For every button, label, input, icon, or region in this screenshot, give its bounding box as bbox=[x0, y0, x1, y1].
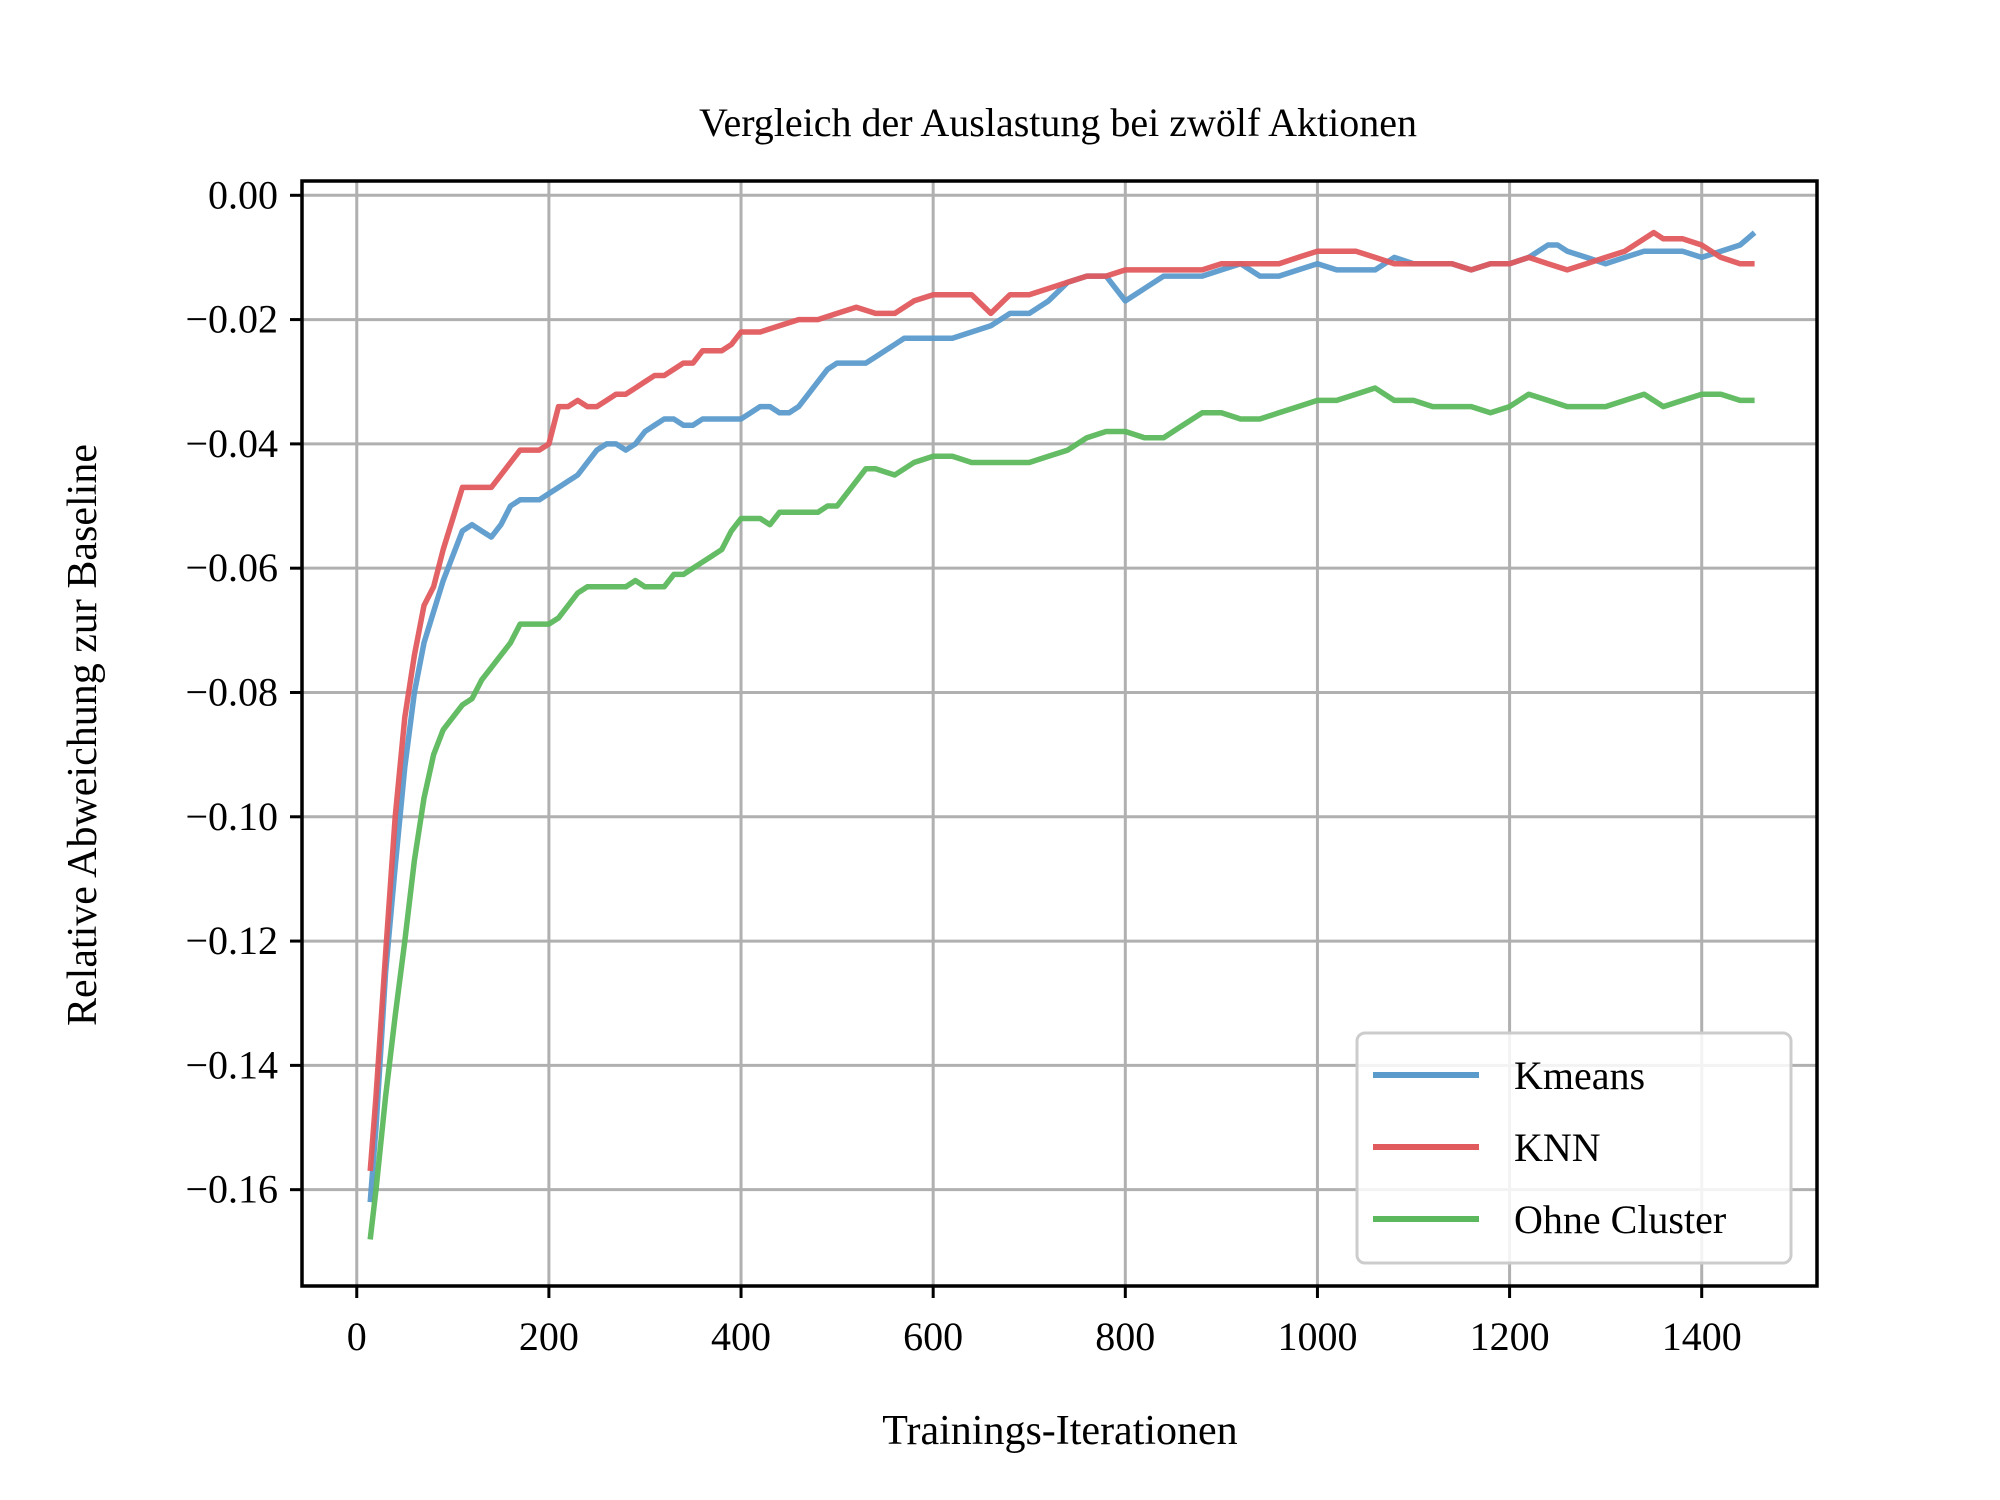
x-tick-label: 1200 bbox=[1470, 1314, 1550, 1359]
y-tick-label: 0.00 bbox=[208, 172, 278, 217]
x-tick-label: 1400 bbox=[1662, 1314, 1742, 1359]
legend: Kmeans KNN Ohne Cluster bbox=[1355, 1031, 1793, 1265]
y-tick-label: −0.16 bbox=[185, 1167, 278, 1212]
x-tick-label: 1000 bbox=[1277, 1314, 1357, 1359]
x-tick-label: 200 bbox=[519, 1314, 579, 1359]
x-tick-label: 600 bbox=[903, 1314, 963, 1359]
x-tick-label: 0 bbox=[347, 1314, 367, 1359]
x-tick-label: 800 bbox=[1095, 1314, 1155, 1359]
y-tick-label: −0.08 bbox=[185, 669, 278, 714]
chart-title: Vergleich der Auslastung bei zwölf Aktio… bbox=[699, 100, 1417, 145]
y-tick-label: −0.04 bbox=[185, 421, 278, 466]
x-axis-label: Trainings-Iterationen bbox=[882, 1408, 1237, 1454]
y-tick-label: −0.12 bbox=[185, 918, 278, 963]
series-lines bbox=[367, 229, 1757, 1240]
series-line-ohne-cluster bbox=[367, 385, 1755, 1240]
legend-label: Ohne Cluster bbox=[1514, 1197, 1726, 1242]
legend-label: KNN bbox=[1514, 1125, 1601, 1170]
plot-frame bbox=[300, 179, 1819, 1288]
x-axis-ticks: 0 200 400 600 800 1000 1200 1400 bbox=[347, 1286, 1742, 1359]
x-tick-label: 400 bbox=[711, 1314, 771, 1359]
y-axis-label: Relative Abweichung zur Baseline bbox=[60, 444, 106, 1026]
y-tick-label: −0.06 bbox=[185, 545, 278, 590]
legend-box bbox=[1355, 1031, 1793, 1265]
y-axis-ticks: 0.00 −0.02 −0.04 −0.06 −0.08 −0.10 −0.12 −0.14 −… bbox=[185, 172, 302, 1212]
y-tick-label: −0.14 bbox=[185, 1042, 278, 1087]
grid-lines bbox=[302, 181, 1817, 1286]
y-tick-label: −0.10 bbox=[185, 794, 278, 839]
legend-label: Kmeans bbox=[1514, 1053, 1645, 1098]
series-line-knn bbox=[367, 229, 1755, 1172]
y-tick-label: −0.02 bbox=[185, 297, 278, 342]
